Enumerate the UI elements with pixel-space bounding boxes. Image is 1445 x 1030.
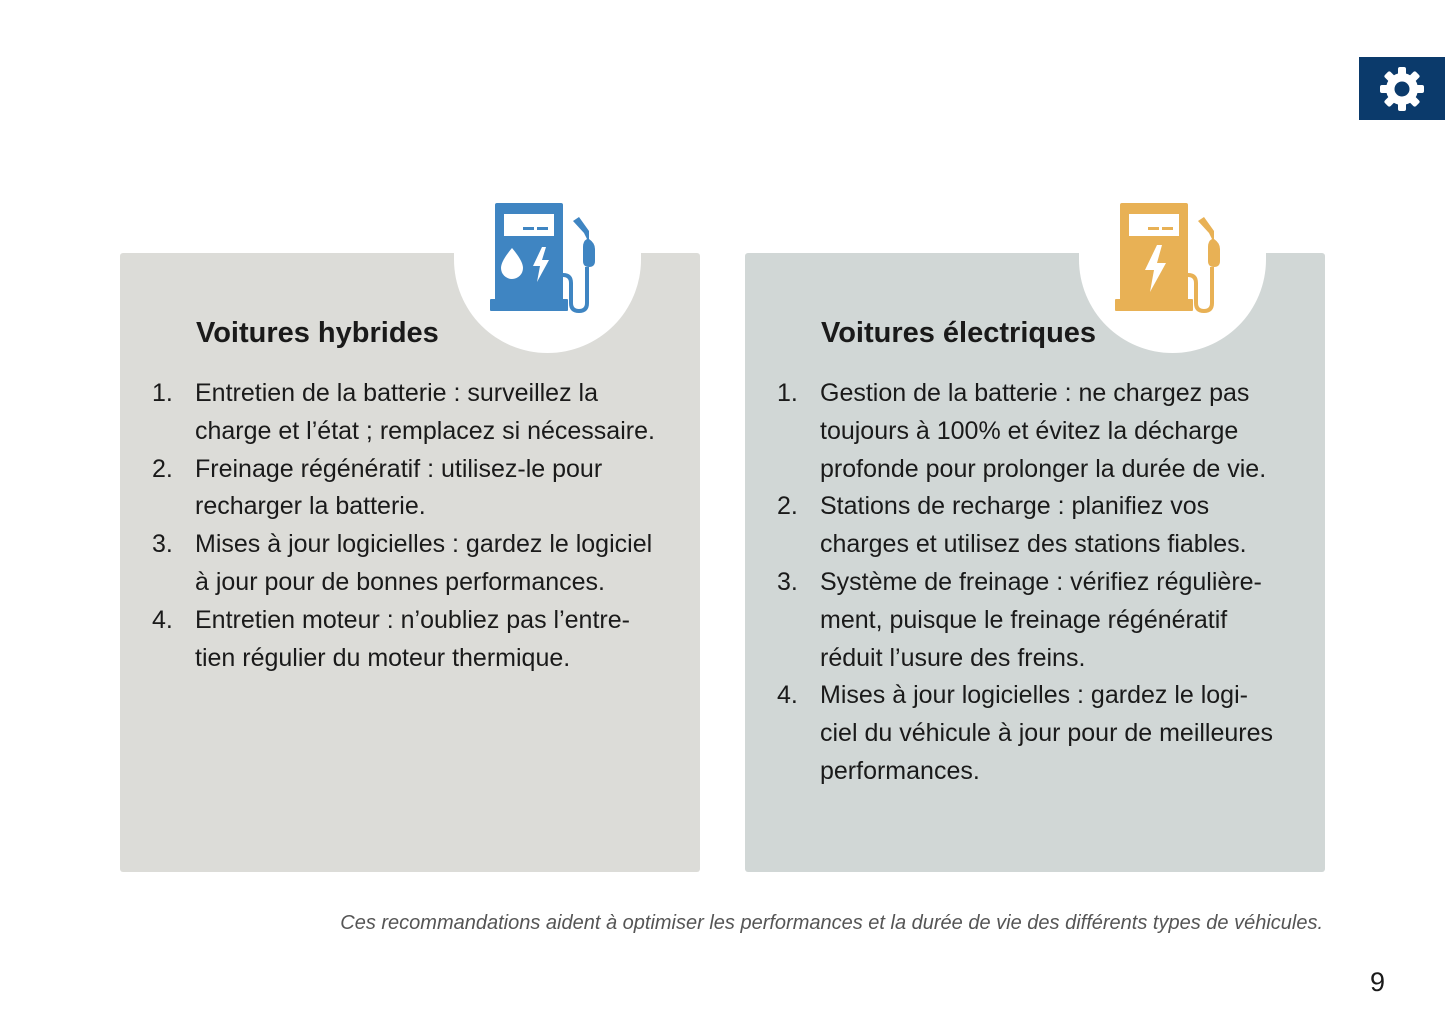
settings-button[interactable] bbox=[1359, 57, 1445, 120]
item-text: Entretien de la batterie : surveillez la… bbox=[195, 379, 655, 445]
item-number: 4. bbox=[152, 605, 173, 634]
item-number: 4. bbox=[777, 681, 798, 710]
item-text: Freinage régénératif : utilisez-le pour r… bbox=[195, 454, 603, 521]
item-number: 3. bbox=[152, 530, 173, 559]
list-item: 2. Freinage régénératif : utilisez-le pou… bbox=[152, 451, 682, 527]
item-number: 1. bbox=[777, 379, 798, 407]
item-text: Stations de recharge : planifiez vos char… bbox=[820, 492, 1247, 559]
card-title: Voitures hybrides bbox=[196, 317, 439, 349]
item-number: 1. bbox=[152, 379, 173, 407]
page-number: 9 bbox=[1370, 967, 1386, 997]
gear-icon bbox=[1380, 66, 1424, 111]
list-item: 4. Entretien moteur : n’oubliez pas l’ent… bbox=[152, 602, 682, 678]
item-text: Mises à jour logicielles : gardez le log… bbox=[195, 530, 653, 596]
list-item: 3. Système de freinage : vérifiez réguliè… bbox=[777, 564, 1307, 677]
item-number: 2. bbox=[777, 492, 798, 521]
electric-card: Voitures électriques 1. Gestion de la bat… bbox=[745, 153, 1325, 872]
item-text: Mises à jour logicielles : gardez le log… bbox=[820, 681, 1274, 785]
list-item: 3. Mises à jour logicielles : gardez le l… bbox=[152, 526, 682, 602]
list-item: 1. Gestion de la batterie : ne chargez pa… bbox=[777, 375, 1307, 488]
item-number: 2. bbox=[152, 454, 173, 483]
list-item: 2. Stations de recharge : planifiez vos ch… bbox=[777, 488, 1307, 564]
fuel-electric-pump-icon bbox=[490, 203, 595, 314]
card-title: Voitures électriques bbox=[821, 317, 1097, 349]
item-number: 3. bbox=[777, 567, 798, 596]
item-text: Entretien moteur : n’oubliez pas l’entre… bbox=[195, 605, 630, 672]
hybrid-list: 1. Entretien de la batterie : surveillez … bbox=[152, 375, 682, 677]
list-item: 4. Mises à jour logicielles : gardez le l… bbox=[777, 677, 1307, 790]
item-text: Système de freinage : vérifiez régulière… bbox=[820, 567, 1262, 672]
footer-note: Ces recommandations aident à optimiser l… bbox=[340, 912, 1323, 934]
electric-list: 1. Gestion de la batterie : ne chargez pa… bbox=[777, 375, 1307, 791]
item-text: Gestion de la batterie : ne chargez pas t… bbox=[820, 379, 1267, 483]
hybrid-card: Voitures hybrides 1. Entretien de la batt… bbox=[120, 153, 700, 872]
electric-charging-station-icon bbox=[1115, 203, 1220, 314]
list-item: 1. Entretien de la batterie : surveillez … bbox=[152, 375, 682, 451]
